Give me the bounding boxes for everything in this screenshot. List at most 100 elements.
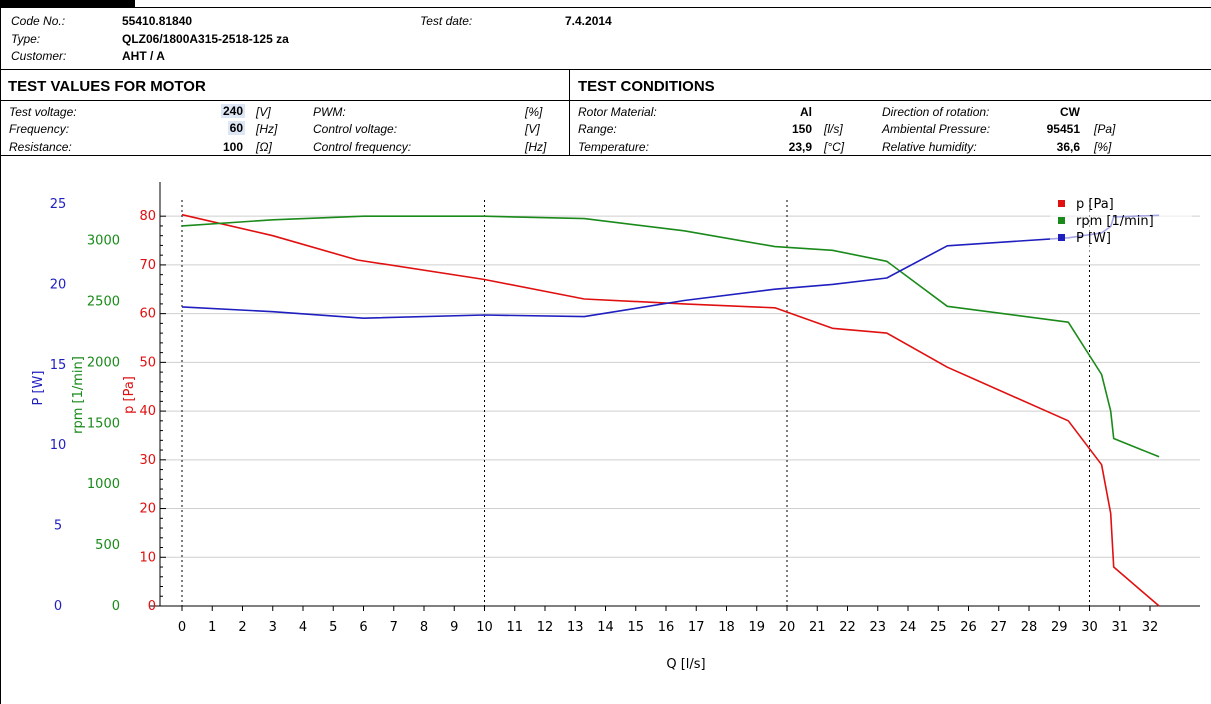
motor-row-label2: Control frequency: [313,140,412,154]
customer-value: AHT / A [122,49,165,63]
x-axis-label: Q [l/s] [666,657,705,672]
condition-row-label2: Direction of rotation: [882,105,990,119]
y-axis-title-p: p [Pa] [122,376,137,414]
x-tick-label: 8 [420,620,428,635]
x-tick-label: 23 [869,620,886,635]
y-tick-label-p: 50 [139,355,156,370]
condition-row-value2: 36,6 [1056,140,1080,154]
y-tick-label-rpm: 2000 [87,355,120,370]
x-tick-label: 31 [1111,620,1128,635]
x-tick-label: 0 [178,620,186,635]
motor-row-unit: [Ω] [256,140,272,154]
series-line-rpm [181,215,1160,458]
motor-row-label: Frequency: [9,122,70,136]
y-tick-label-p: 10 [139,550,156,565]
condition-row-unit: [l/s] [824,122,843,136]
series-line-P [181,214,1160,319]
motor-row-unit: [Hz] [256,122,278,136]
y-tick-label-rpm: 2500 [87,294,120,309]
test-date-value: 7.4.2014 [565,14,612,28]
x-tick-label: 21 [809,620,826,635]
conditions-section-title: TEST CONDITIONS [578,78,715,95]
y-tick-label-p: 30 [139,453,156,468]
y-tick-label-p: 70 [139,258,156,273]
performance-chart: 0 1 2 3 4 5 6 7 8 9 10 11 12 13 14 15 16 17 18 19 20 21 22 23 24… [31,182,1200,672]
legend-swatch [1058,234,1065,241]
chart-legend: p [Pa] rpm [1/min] P [W] [1050,192,1192,256]
x-tick-label: 5 [329,620,337,635]
x-tick-label: 6 [359,620,367,635]
x-tick-label: 13 [567,620,584,635]
code-label: Code No.: [11,14,66,28]
motor-row-label2: PWM: [313,105,346,119]
legend-entry: rpm [1/min] [1076,214,1154,229]
chart-axes: 0 1 2 3 4 5 6 7 8 9 10 11 12 13 14 15 16 17 18 19 20 21 22 23 24… [31,182,1200,672]
x-tick-label: 28 [1021,620,1038,635]
condition-row-unit2: [Pa] [1094,122,1116,136]
x-tick-label: 30 [1081,620,1098,635]
condition-row-label: Rotor Material: [578,105,657,119]
x-tick-label: 16 [658,620,675,635]
section-top-rule [0,69,1211,70]
x-tick-label: 27 [990,620,1007,635]
x-tick-label: 29 [1051,620,1068,635]
y-tick-label-rpm: 500 [95,538,120,553]
section-bottom-rule [0,155,1211,156]
condition-row-value: 150 [791,122,812,136]
motor-row-unit: [V] [256,105,271,119]
customer-label: Customer: [11,49,67,63]
x-tick-label: 17 [688,620,705,635]
y-tick-label-rpm: 3000 [87,234,120,249]
motor-row-value: 100 [222,140,243,154]
motor-row-value: 240 [220,104,245,118]
section-divider [569,69,570,156]
x-tick-label: 10 [476,620,493,635]
condition-row-value2: CW [1060,105,1080,119]
y-tick-label-p: 20 [139,502,156,517]
x-tick-label: 24 [900,620,917,635]
x-tick-label: 9 [450,620,458,635]
condition-row-value: 23,9 [788,140,812,154]
y-axis-title-rpm: rpm [1/min] [71,356,86,434]
y-tick-label-p: 40 [139,404,156,419]
condition-row-unit2: [%] [1094,140,1112,154]
x-tick-label: 25 [930,620,947,635]
y-tick-label-P: 25 [50,197,67,212]
condition-row-label2: Ambiental Pressure: [882,122,991,136]
x-tick-label: 19 [748,620,765,635]
y-tick-label-P: 5 [54,519,62,534]
x-tick-label: 3 [269,620,277,635]
y-tick-label-P: 0 [54,599,62,614]
series-line-p [181,213,1160,607]
y-axis-title-P: P [W] [31,371,46,406]
motor-row-unit2: [V] [525,122,540,136]
left-frame-line [0,7,1,704]
top-black-tab [0,0,135,7]
condition-row-value2: 95451 [1046,122,1080,136]
x-tick-label: 4 [299,620,307,635]
condition-row-unit: [°C] [824,140,845,154]
motor-row-label: Test voltage: [9,105,77,119]
test-date-label: Test date: [420,14,473,28]
condition-row-value: Al [800,105,812,119]
x-tick-label: 7 [390,620,398,635]
x-tick-label: 12 [537,620,554,635]
legend-entry: P [W] [1076,231,1111,246]
y-tick-label-rpm: 1000 [87,477,120,492]
y-tick-label-rpm: 1500 [87,416,120,431]
y-tick-label-p: 0 [148,599,156,614]
section-title-rule [0,100,1211,101]
x-tick-label: 14 [597,620,614,635]
motor-row-unit2: [%] [525,105,543,119]
x-tick-label: 18 [718,620,735,635]
code-value: 55410.81840 [122,14,193,28]
motor-row-label: Resistance: [9,140,72,154]
x-tick-label: 1 [208,620,216,635]
x-tick-label: 15 [627,620,644,635]
y-tick-label-p: 60 [139,307,156,322]
x-tick-label: 20 [779,620,796,635]
x-tick-label: 32 [1142,620,1159,635]
y-tick-label-p: 80 [139,209,156,224]
x-tick-label: 22 [839,620,856,635]
